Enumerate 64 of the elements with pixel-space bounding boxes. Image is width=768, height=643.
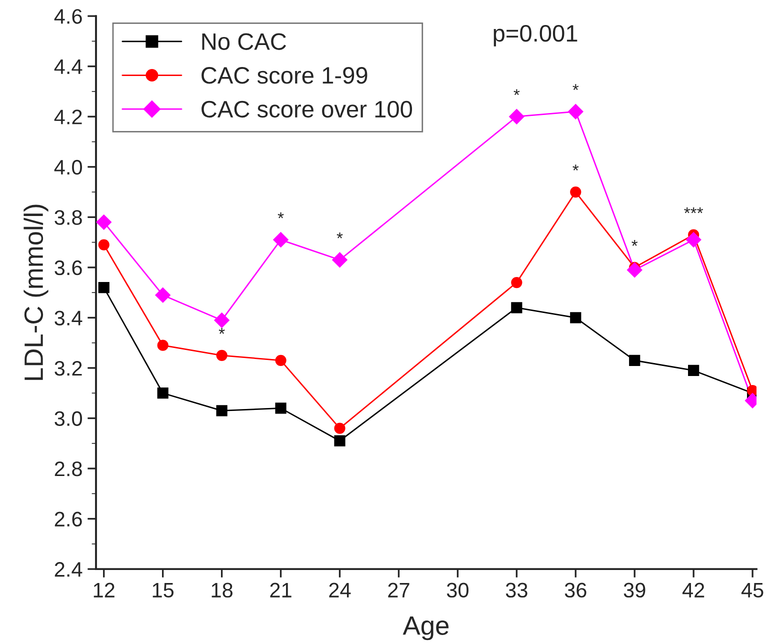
point [157, 340, 168, 351]
x-tick-label: 42 [682, 582, 704, 598]
x-tick-label: 27 [388, 582, 410, 598]
point [629, 354, 640, 366]
point [216, 405, 228, 416]
y-tick-label: 3.8 [54, 210, 82, 225]
point [332, 252, 348, 268]
annotation: p=0.001 [494, 24, 578, 46]
y-tick-label: 4.2 [54, 110, 82, 124]
y-axis-title: LDL-C (mmol/l) [24, 204, 48, 380]
x-tick-label: 21 [270, 582, 292, 598]
y-tick-label: 3.2 [54, 360, 82, 376]
point [511, 302, 522, 314]
point [273, 232, 288, 248]
y-tick-label: 4.0 [54, 160, 82, 175]
point [334, 435, 346, 446]
x-tick-label: 36 [564, 582, 586, 598]
legend-label: No CAC [202, 33, 286, 50]
point [216, 350, 228, 361]
x-tick-label: 18 [212, 582, 232, 598]
point [688, 364, 700, 376]
y-tick-label: 4.4 [54, 60, 82, 74]
point [157, 388, 168, 399]
point [155, 288, 170, 303]
x-tick-label: 33 [506, 582, 528, 598]
point [98, 282, 110, 294]
point [275, 402, 286, 414]
annotation: * [278, 212, 284, 218]
annotation: *** [684, 207, 704, 214]
annotation: * [336, 232, 343, 238]
x-axis-title: Age [402, 616, 449, 640]
point [334, 422, 346, 434]
y-tick-label: 3.0 [54, 411, 82, 426]
point [214, 312, 230, 328]
point [570, 312, 582, 324]
annotation: * [572, 84, 579, 90]
y-tick-label: 4.6 [54, 9, 82, 24]
annotation: * [632, 240, 638, 246]
point [509, 109, 524, 124]
point [98, 239, 110, 250]
annotation: * [572, 164, 579, 170]
y-tick-label: 2.8 [54, 462, 82, 476]
point [568, 104, 584, 120]
y-tick-label: 2.4 [54, 562, 82, 577]
point [570, 186, 582, 198]
annotation: * [218, 328, 225, 334]
legend-label: CAC score 1-99 [202, 67, 368, 84]
point [746, 385, 756, 396]
x-tick-label: 12 [94, 582, 114, 598]
y-tick-label: 3.4 [54, 310, 82, 326]
point [275, 354, 286, 366]
x-tick-label: 24 [329, 582, 351, 598]
x-tick-label: 39 [624, 582, 646, 598]
x-tick-label: 15 [152, 583, 174, 598]
point [627, 262, 642, 278]
x-tick-label: 30 [446, 582, 468, 598]
legend-label: CAC score over 100 [202, 100, 412, 118]
annotation: * [514, 89, 520, 96]
point [511, 276, 522, 288]
y-tick-label: 3.6 [54, 260, 82, 276]
x-tick-label: 45 [741, 583, 764, 598]
point [96, 214, 112, 230]
y-tick-label: 2.6 [54, 512, 82, 527]
point [686, 232, 702, 248]
